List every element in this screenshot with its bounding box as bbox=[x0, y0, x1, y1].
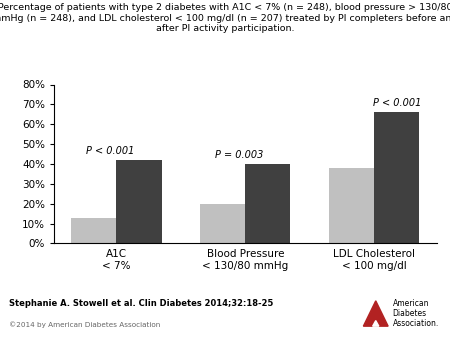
Text: American
Diabetes
Association.: American Diabetes Association. bbox=[392, 298, 439, 329]
Text: ©2014 by American Diabetes Association: ©2014 by American Diabetes Association bbox=[9, 321, 160, 328]
Bar bbox=[245, 164, 290, 243]
Bar bbox=[374, 112, 419, 243]
Bar bbox=[200, 203, 245, 243]
Text: Percentage of patients with type 2 diabetes with A1C < 7% (n = 248), blood press: Percentage of patients with type 2 diabe… bbox=[0, 3, 450, 33]
Bar bbox=[329, 168, 374, 243]
Text: Stephanie A. Stowell et al. Clin Diabetes 2014;32:18-25: Stephanie A. Stowell et al. Clin Diabete… bbox=[9, 299, 274, 308]
Bar bbox=[72, 218, 117, 243]
Text: P = 0.003: P = 0.003 bbox=[215, 150, 263, 160]
Bar bbox=[117, 160, 162, 243]
Text: P < 0.001: P < 0.001 bbox=[86, 146, 134, 156]
Text: P < 0.001: P < 0.001 bbox=[373, 98, 421, 108]
